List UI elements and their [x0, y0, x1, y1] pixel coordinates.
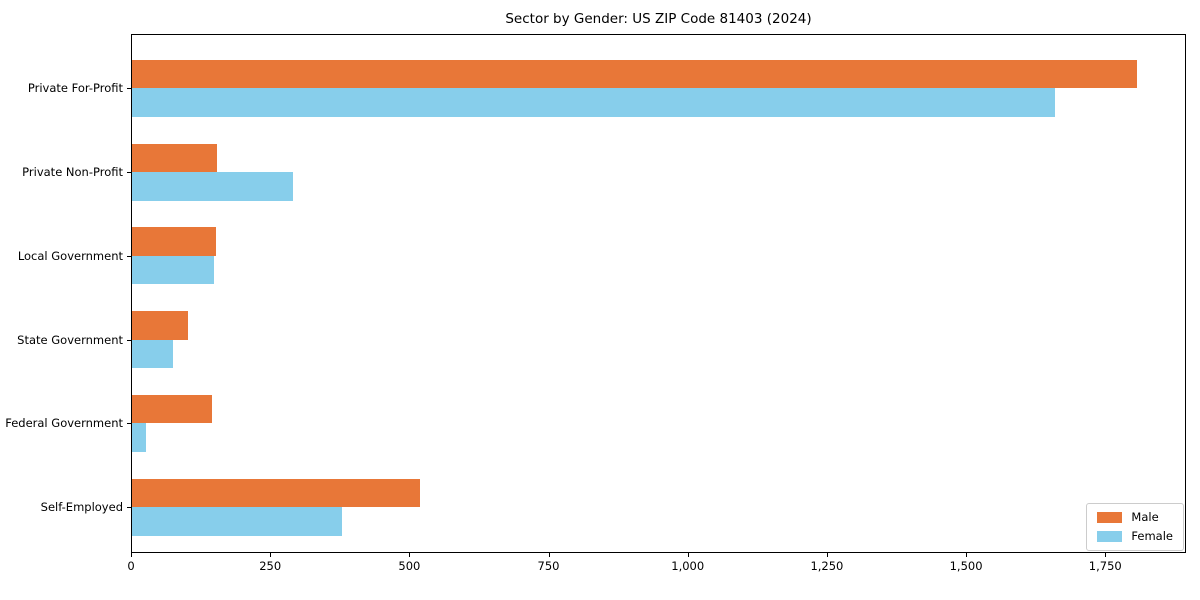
x-tick-mark — [548, 553, 550, 557]
x-tick-label: 250 — [259, 559, 282, 573]
legend-female-label: Female — [1131, 529, 1173, 543]
y-axis-label: Private Non-Profit — [22, 165, 123, 180]
x-tick-mark — [131, 553, 132, 557]
y-axis-label: Federal Government — [5, 416, 123, 431]
x-tick-mark — [687, 553, 689, 557]
bar-female-1 — [132, 172, 294, 201]
x-tick-mark — [409, 553, 411, 557]
legend-male-label: Male — [1131, 510, 1159, 524]
x-tick-label: 1,000 — [671, 559, 705, 573]
x-tick-mark — [966, 553, 968, 557]
x-tick-label: 500 — [398, 559, 421, 573]
chart-title: Sector by Gender: US ZIP Code 81403 (202… — [505, 11, 812, 27]
x-tick-label: 1,500 — [949, 559, 983, 573]
legend-female-swatch — [1097, 531, 1123, 542]
bar-male-4 — [132, 394, 212, 424]
bar-male-0 — [132, 59, 1137, 89]
bar-female-3 — [132, 339, 173, 369]
legend-male-swatch — [1097, 512, 1123, 523]
bar-female-4 — [132, 423, 147, 452]
y-axis-label: Self-Employed — [40, 500, 123, 514]
bar-female-0 — [132, 88, 1056, 117]
bar-female-2 — [132, 255, 215, 285]
y-tick-mark — [127, 88, 131, 90]
y-tick-mark — [127, 172, 131, 174]
bar-male-5 — [132, 478, 420, 507]
plot-area — [131, 34, 1186, 553]
y-axis-label: State Government — [17, 332, 123, 347]
y-tick-mark — [127, 507, 131, 508]
x-tick-label: 1,750 — [1088, 559, 1122, 573]
bar-male-1 — [132, 143, 218, 173]
y-tick-mark — [127, 339, 131, 341]
legend-item-female: Female — [1097, 530, 1173, 543]
y-axis-label: Local Government — [17, 248, 123, 263]
x-tick-mark — [270, 553, 272, 557]
legend-item-male: Male — [1097, 511, 1173, 524]
bar-male-2 — [132, 227, 217, 256]
x-tick-mark — [826, 553, 828, 557]
bar-male-3 — [132, 311, 188, 340]
x-tick-label: 750 — [537, 559, 560, 573]
legend: Male Female — [1086, 503, 1184, 551]
x-tick-label: 0 — [127, 559, 135, 573]
x-tick-label: 1,250 — [810, 559, 844, 573]
y-tick-mark — [127, 255, 131, 257]
x-tick-mark — [1105, 553, 1107, 557]
y-axis-label: Private For-Profit — [27, 81, 123, 96]
y-tick-mark — [127, 423, 131, 425]
bar-female-5 — [132, 507, 343, 536]
